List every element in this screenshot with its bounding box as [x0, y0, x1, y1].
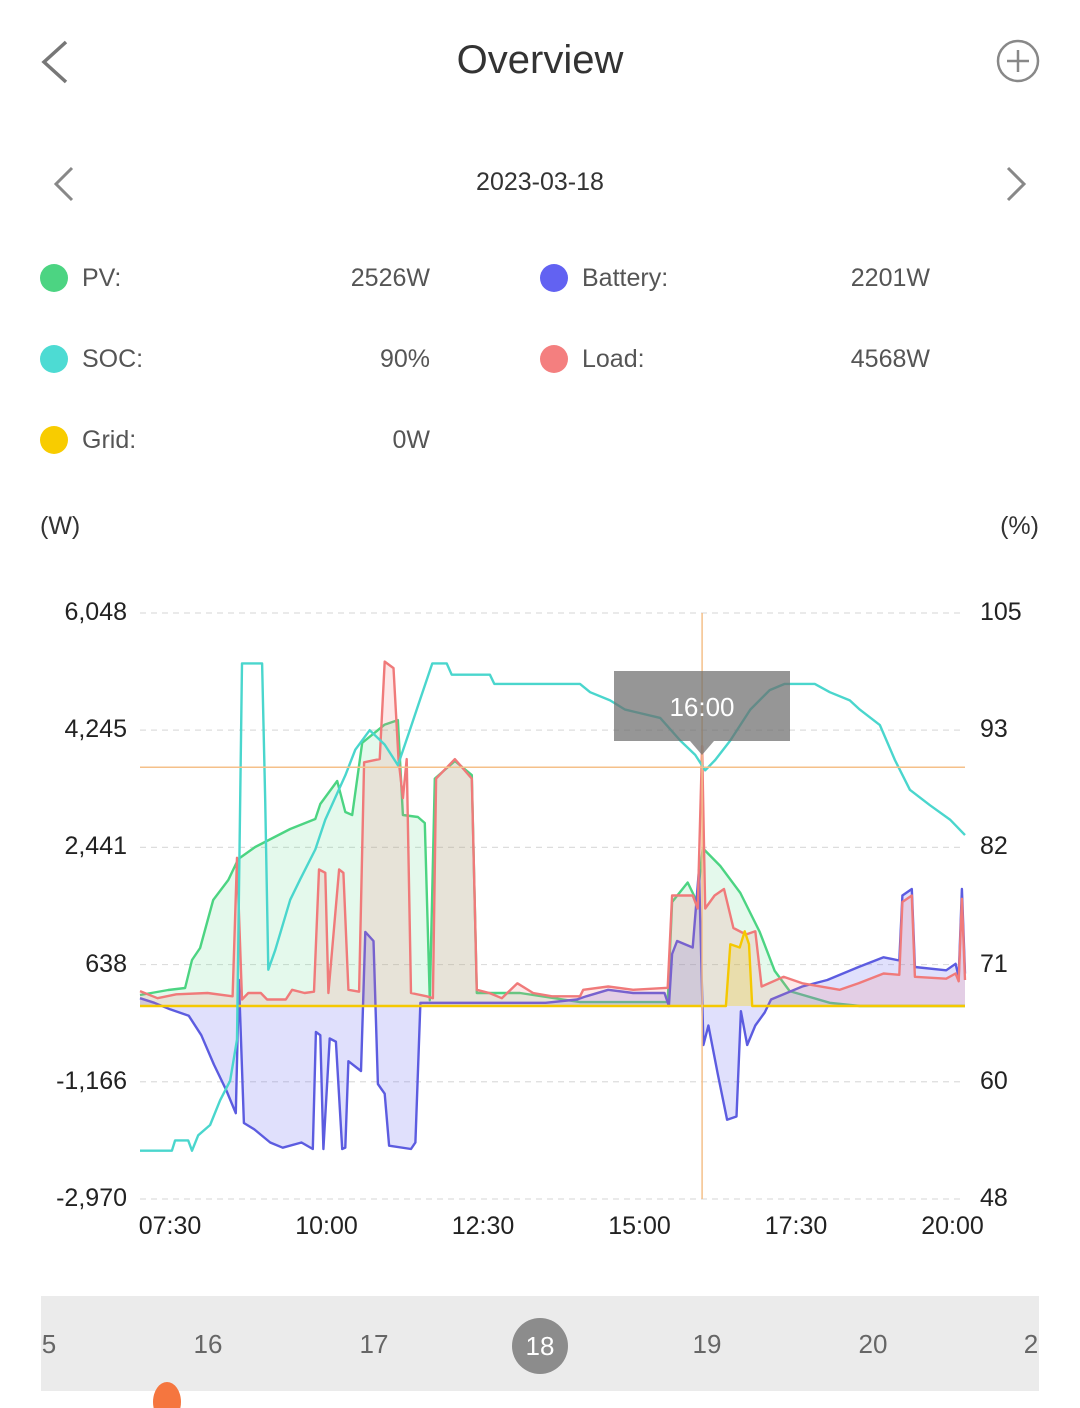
x-tick-label: 15:00 — [608, 1212, 671, 1240]
day-item[interactable]: 16 — [193, 1329, 223, 1359]
touch-indicator-icon — [153, 1382, 181, 1408]
y-tick-label: -2,970 — [56, 1184, 127, 1212]
right-axis-unit: (%) — [1000, 512, 1039, 540]
legend-grid[interactable]: Grid: 0W — [40, 420, 430, 460]
plus-circle-icon — [996, 39, 1040, 83]
legend-load[interactable]: Load: 4568W — [540, 339, 930, 379]
legend-label: Load: — [582, 344, 645, 373]
y-tick-label: 4,245 — [64, 715, 127, 744]
legend-pv[interactable]: PV: 2526W — [40, 258, 430, 298]
day-item-selected[interactable]: 18 — [512, 1318, 568, 1374]
y-tick-label: 6,048 — [64, 598, 127, 626]
series-line-battery — [139, 868, 967, 1151]
legend-label: PV: — [82, 263, 122, 292]
legend-label: Grid: — [82, 425, 137, 454]
x-tick-label: 20:00 — [921, 1212, 984, 1240]
x-tick-label: 07:30 — [138, 1212, 202, 1240]
legend-label: SOC: — [82, 344, 144, 373]
day-item[interactable]: 17 — [359, 1329, 389, 1359]
legend-value: 2526W — [350, 263, 430, 292]
legend-label: Battery: — [582, 263, 669, 292]
power-chart[interactable] — [0, 0, 1080, 1260]
add-button[interactable] — [994, 38, 1042, 86]
y2-tick-label: 105 — [980, 598, 1022, 626]
x-tick-label: 17:30 — [764, 1212, 828, 1240]
y-tick-label: -1,166 — [56, 1066, 127, 1095]
battery-dot-icon — [540, 264, 568, 292]
y-tick-label: 638 — [85, 949, 127, 978]
y2-tick-label: 82 — [980, 832, 1008, 861]
chevron-left-icon — [53, 166, 74, 202]
y2-tick-label: 60 — [980, 1066, 1008, 1095]
pv-dot-icon — [40, 264, 68, 292]
next-date-button[interactable] — [1000, 164, 1030, 204]
legend-value: 0W — [392, 425, 431, 454]
day-item[interactable]: 2 — [1023, 1329, 1039, 1359]
legend-value: 2201W — [850, 263, 930, 292]
chevron-right-icon — [1006, 166, 1027, 202]
previous-date-button[interactable] — [50, 164, 80, 204]
back-button[interactable] — [36, 38, 76, 86]
grid-dot-icon — [40, 426, 68, 454]
legend-soc[interactable]: SOC: 90% — [40, 339, 430, 379]
left-axis-unit: (W) — [40, 512, 81, 540]
legend-battery[interactable]: Battery: 2201W — [540, 258, 930, 298]
legend-value: 90% — [379, 344, 430, 373]
day-item[interactable]: 20 — [858, 1329, 888, 1359]
y2-tick-label: 48 — [980, 1184, 1008, 1212]
y2-tick-label: 71 — [980, 949, 1008, 978]
y-tick-label: 2,441 — [64, 832, 127, 861]
day-item[interactable]: 19 — [692, 1329, 722, 1359]
series-line-load — [139, 660, 967, 1001]
soc-dot-icon — [40, 345, 68, 373]
x-tick-label: 10:00 — [295, 1212, 358, 1240]
x-tick-label: 12:30 — [451, 1212, 515, 1240]
chevron-left-icon — [41, 40, 68, 84]
page-title: Overview — [456, 38, 624, 82]
y2-tick-label: 93 — [980, 715, 1008, 744]
current-date: 2023-03-18 — [476, 168, 604, 196]
series-line-grid — [140, 930, 965, 1008]
legend-value: 4568W — [850, 344, 930, 373]
tooltip-arrow — [690, 741, 714, 755]
series-fill-battery — [140, 869, 965, 1149]
series-line-pv — [139, 718, 965, 1008]
chart-tooltip: 16:00 — [614, 671, 790, 741]
day-item[interactable]: 5 — [41, 1329, 57, 1359]
load-dot-icon — [540, 345, 568, 373]
series-line-soc — [140, 662, 966, 1152]
